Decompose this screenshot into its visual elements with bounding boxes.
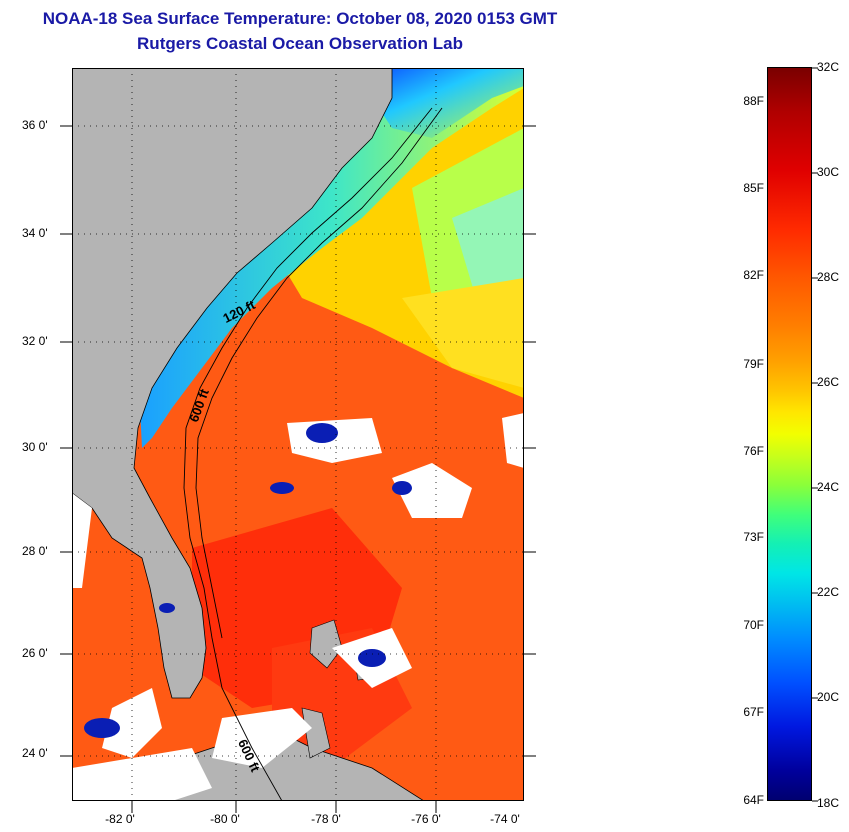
sst-map-image bbox=[71, 67, 524, 802]
colorbar-label-88f: 88F bbox=[743, 94, 764, 108]
lat-label-24: 24 0' bbox=[22, 746, 48, 760]
lon-label-80: -80 0' bbox=[210, 812, 240, 826]
colorbar-label-18c: 18C bbox=[817, 796, 840, 810]
colorbar-label-76f: 76F bbox=[743, 444, 764, 458]
colorbar-label-79f: 79F bbox=[743, 357, 764, 371]
map-subtitle: Rutgers Coastal Ocean Observation Lab bbox=[137, 34, 463, 53]
colorbar-label-22c: 22C bbox=[817, 585, 840, 599]
lat-label-28: 28 0' bbox=[22, 544, 48, 558]
sst-map: 120 ft 600 ft 600 ft bbox=[71, 67, 524, 802]
colorbar-label-82f: 82F bbox=[743, 268, 764, 282]
colorbar-label-85f: 85F bbox=[743, 181, 764, 195]
colorbar-ticks bbox=[812, 67, 818, 802]
colorbar-label-64f: 64F bbox=[743, 793, 764, 807]
colorbar-label-30c: 30C bbox=[817, 165, 840, 179]
lon-label-76: -76 0' bbox=[411, 812, 441, 826]
colorbar-label-32c: 32C bbox=[817, 60, 840, 74]
temperature-colorbar bbox=[767, 67, 812, 801]
lat-label-36: 36 0' bbox=[22, 118, 48, 132]
colorbar-label-24c: 24C bbox=[817, 480, 840, 494]
lon-label-78: -78 0' bbox=[311, 812, 341, 826]
lat-label-26: 26 0' bbox=[22, 646, 48, 660]
map-axis-ticks bbox=[60, 125, 536, 813]
lon-label-82: -82 0' bbox=[105, 812, 135, 826]
colorbar-label-26c: 26C bbox=[817, 375, 840, 389]
map-title: NOAA-18 Sea Surface Temperature: October… bbox=[42, 9, 558, 28]
colorbar-label-20c: 20C bbox=[817, 690, 840, 704]
colorbar-label-28c: 28C bbox=[817, 270, 840, 284]
colorbar-label-73f: 73F bbox=[743, 530, 764, 544]
lat-label-34: 34 0' bbox=[22, 226, 48, 240]
colorbar-label-67f: 67F bbox=[743, 705, 764, 719]
lat-label-32: 32 0' bbox=[22, 334, 48, 348]
lat-label-30: 30 0' bbox=[22, 440, 48, 454]
colorbar-label-70f: 70F bbox=[743, 618, 764, 632]
lon-label-74: -74 0' bbox=[490, 812, 520, 826]
